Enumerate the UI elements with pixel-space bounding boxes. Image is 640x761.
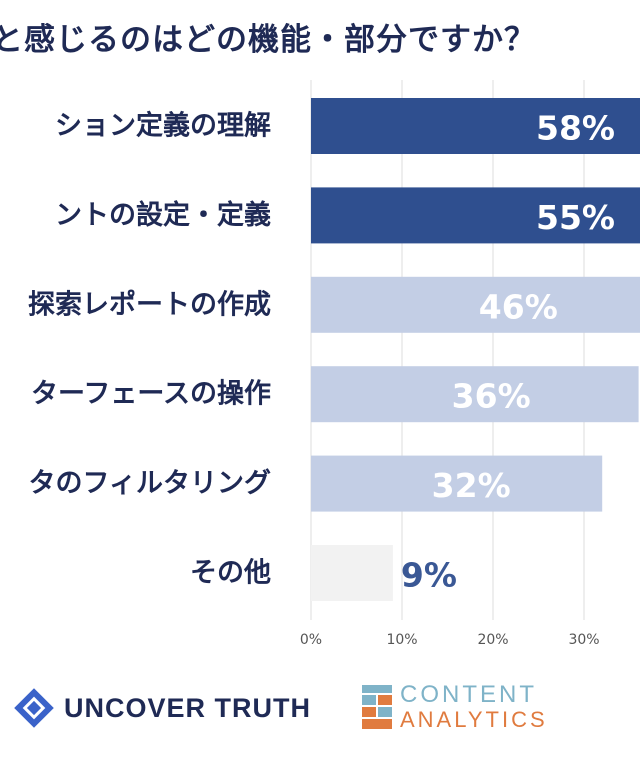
uncover-diamond-icon: [14, 688, 54, 728]
x-tick-label: 30%: [568, 632, 599, 648]
bar: [311, 455, 603, 512]
content-analytics-grid-icon: [362, 685, 392, 729]
gridlines: [310, 80, 585, 620]
bars: [311, 98, 640, 601]
category-label: ターフェースの操作: [31, 379, 271, 410]
x-tick-label: 0%: [300, 632, 322, 648]
value-label: 36%: [452, 377, 531, 416]
category-label: 探索レポートの作成: [28, 289, 271, 320]
value-label: 46%: [479, 287, 558, 326]
uncover-truth-logo: UNCOVER TRUTH: [14, 688, 311, 728]
category-label: ントの設定・定義: [55, 199, 271, 231]
bar: [311, 187, 640, 244]
labels: 0% 10% 20% 30% ション定義の理解 58% ントの設定・定義 55% 探索レポートの…: [28, 109, 615, 649]
bar: [311, 98, 640, 154]
x-tick-label: 10%: [386, 632, 417, 648]
bar: [311, 366, 639, 423]
value-label: 55%: [536, 198, 615, 237]
category-label: タのフィルタリング: [29, 467, 271, 499]
value-label: 9%: [401, 556, 457, 595]
content-analytics-logo: CONTENT ANALYTICS: [362, 683, 548, 731]
uncover-truth-wordmark: UNCOVER TRUTH: [64, 692, 311, 723]
bar: [311, 545, 393, 601]
category-label: ション定義の理解: [55, 110, 271, 142]
bar: [311, 276, 640, 333]
chart-title: と感じるのはどの機能・部分ですか？: [0, 22, 536, 58]
value-label: 58%: [536, 109, 615, 148]
analytics-wordmark: ANALYTICS: [400, 707, 548, 732]
x-tick-label: 20%: [477, 632, 508, 648]
bar-chart: 0% 10% 20% 30% ション定義の理解 58% ントの設定・定義 55% 探索レポートの…: [28, 80, 640, 649]
category-label: その他: [190, 558, 271, 589]
content-wordmark: CONTENT: [400, 681, 537, 708]
value-label: 32%: [432, 466, 511, 505]
